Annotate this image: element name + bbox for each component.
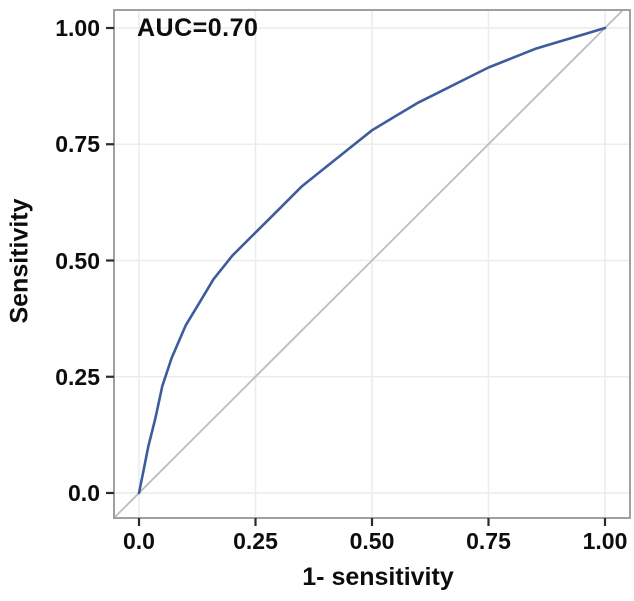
auc-annotation: AUC=0.70 (137, 14, 259, 42)
y-tick-label: 0.50 (55, 247, 100, 274)
x-tick-label: 0.25 (233, 528, 278, 554)
roc-curve-line (137, 26, 607, 495)
y-tick-label: 0.25 (55, 363, 100, 390)
x-tick-label: 0.75 (466, 528, 511, 554)
x-axis-title: 1- sensitivity (302, 563, 454, 591)
chance-diagonal-line (114, 10, 624, 518)
x-tick-label: 1.00 (582, 528, 628, 554)
x-tick-label: 0.0 (123, 528, 155, 554)
y-tick-label: 0.0 (68, 480, 100, 506)
x-tick-label: 0.50 (349, 528, 395, 554)
y-tick-label: 0.75 (55, 131, 100, 158)
y-tick-label: 1.00 (55, 15, 100, 41)
